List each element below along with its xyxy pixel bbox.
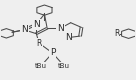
Text: N: N: [33, 20, 40, 29]
Text: R: R: [114, 29, 119, 38]
Text: N: N: [21, 25, 28, 34]
Text: R: R: [36, 39, 42, 48]
Text: P: P: [50, 48, 55, 57]
Text: tBu: tBu: [58, 63, 70, 69]
Text: N: N: [65, 33, 71, 42]
Text: N: N: [57, 24, 64, 33]
Text: tBu: tBu: [34, 63, 46, 69]
